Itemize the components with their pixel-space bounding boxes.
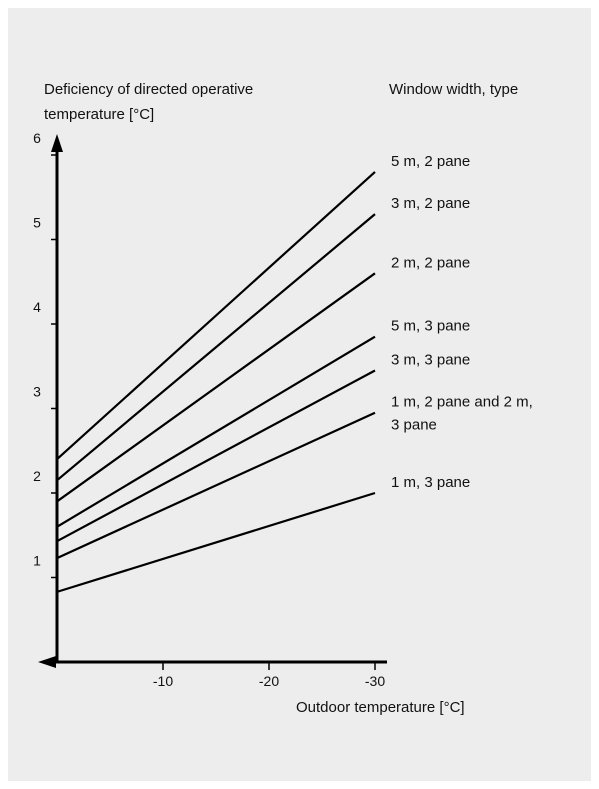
series-label: 5 m, 3 pane — [391, 318, 470, 335]
series-line — [56, 335, 376, 528]
y-tick-label: 4 — [33, 299, 41, 315]
series-label: 3 m, 2 pane — [391, 195, 470, 212]
series-label: 2 m, 2 pane — [391, 254, 470, 271]
y-tick-label: 3 — [33, 384, 41, 400]
series-line — [56, 369, 376, 543]
y-axis-arrow-icon — [51, 134, 63, 152]
y-tick-label: 1 — [33, 553, 41, 569]
series-label: 3 m, 3 pane — [391, 351, 470, 368]
series-labels: 5 m, 2 pane 3 m, 2 pane 2 m, 2 pane 5 m, 3 … — [391, 153, 533, 491]
series-line — [56, 411, 376, 560]
x-tick-label: -30 — [365, 673, 385, 689]
x-axis-arrow-icon — [38, 656, 56, 668]
y-axis-title-line-2: temperature [°C] — [44, 106, 154, 123]
x-axis-title: Outdoor temperature [°C] — [296, 699, 465, 716]
series-label: 5 m, 2 pane — [391, 153, 470, 170]
series-line — [56, 272, 376, 503]
x-tick-label: -20 — [259, 673, 279, 689]
series-label: 1 m, 3 pane — [391, 474, 470, 491]
x-tick-label: -10 — [153, 673, 173, 689]
axes — [38, 134, 387, 668]
series-label: 1 m, 2 pane and 2 m, — [391, 394, 533, 411]
series-label: 3 pane — [391, 417, 437, 434]
y-axis-title-line-1: Deficiency of directed operative — [44, 81, 253, 98]
series-lines — [56, 171, 376, 593]
legend-title: Window width, type — [389, 81, 518, 98]
chart-panel — [8, 8, 591, 781]
series-line — [56, 491, 376, 593]
series-line — [56, 213, 376, 482]
series-line — [56, 171, 376, 461]
y-tick-label: 2 — [33, 468, 41, 484]
y-tick-label: 6 — [33, 130, 41, 146]
y-tick-label: 5 — [33, 215, 41, 231]
tick-group: -10 -20 -30 1 2 3 4 5 6 — [33, 130, 385, 689]
